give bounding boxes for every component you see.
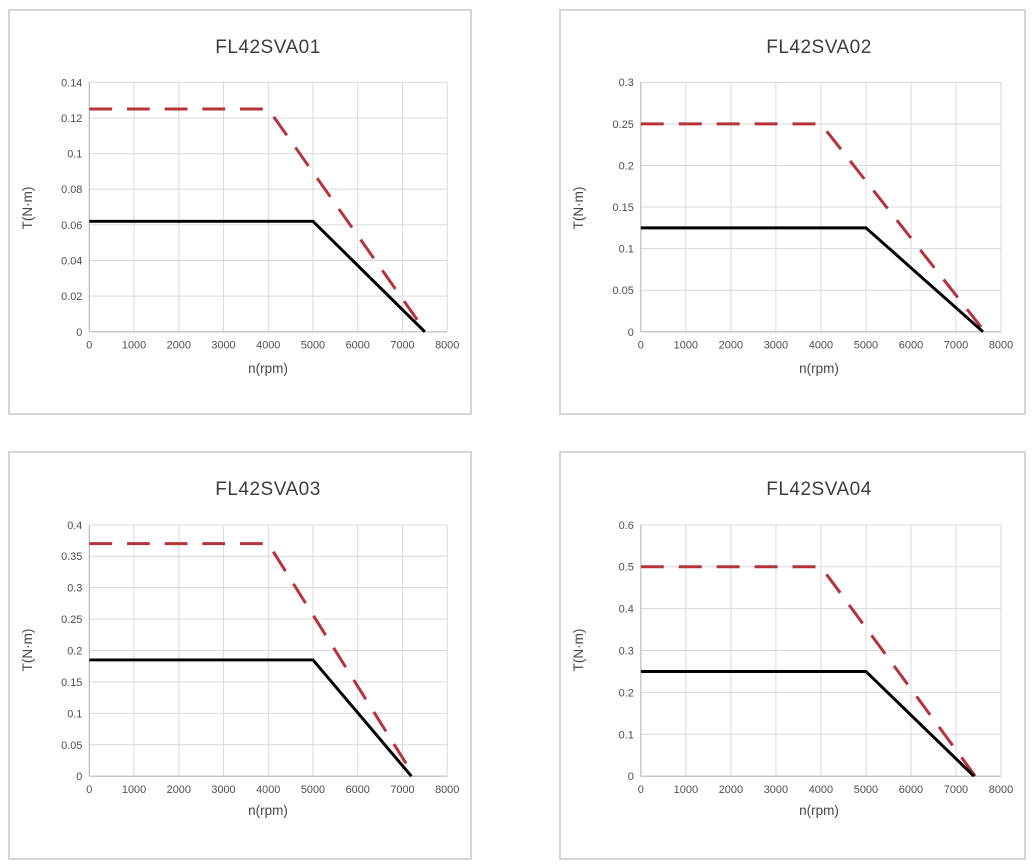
- y-tick-label: 0.05: [612, 285, 633, 297]
- y-tick-label: 0.15: [612, 202, 633, 214]
- x-tick-label: 3000: [211, 784, 235, 796]
- x-tick-label: 3000: [211, 340, 235, 352]
- y-tick-label: 0.12: [61, 113, 82, 125]
- y-tick-label: 0.5: [619, 562, 634, 574]
- x-axis-label: n(rpm): [248, 361, 288, 376]
- x-tick-label: 0: [86, 340, 92, 352]
- x-tick-label: 8000: [989, 784, 1013, 796]
- x-tick-label: 7000: [390, 340, 414, 352]
- y-tick-label: 0.05: [61, 740, 82, 752]
- x-tick-label: 2000: [167, 340, 191, 352]
- x-tick-label: 5000: [854, 784, 878, 796]
- x-tick-label: 3000: [764, 784, 788, 796]
- x-tick-label: 6000: [899, 784, 923, 796]
- y-tick-label: 0.3: [67, 583, 82, 595]
- y-tick-label: 0.2: [619, 687, 634, 699]
- y-tick-label: 0.1: [619, 729, 634, 741]
- chart-title: FL42SVA01: [215, 37, 321, 58]
- x-tick-label: 6000: [346, 784, 370, 796]
- dashed-red-peak-torque-line: [640, 122, 987, 333]
- y-tick-label: 0.14: [61, 77, 82, 89]
- torque-speed-plot: 0 0.02 0.04 0.06 0.08 0.1 0.12 0.14 0 1000 2000 300…: [61, 77, 459, 352]
- x-tick-label: 2000: [719, 340, 743, 352]
- solid-black-rated-torque-line: [640, 226, 985, 333]
- y-tick-label: 0.6: [619, 520, 634, 532]
- y-tick-label: 0.06: [61, 220, 82, 232]
- x-axis-label: n(rpm): [799, 361, 839, 376]
- y-tick-label: 0.2: [67, 645, 82, 657]
- x-tick-label: 4000: [256, 784, 280, 796]
- x-tick-label: 5000: [854, 340, 878, 352]
- x-tick-label: 7000: [944, 340, 968, 352]
- y-tick-label: 0.25: [612, 119, 633, 131]
- torque-speed-plot: 0 0.05 0.1 0.15 0.2 0.25 0.3 0 1000 2000 3000 4000 5…: [612, 77, 1013, 352]
- x-axis-label: n(rpm): [248, 803, 288, 818]
- dashed-red-peak-torque-line: [640, 565, 977, 778]
- torque-speed-plot: 0 0.1 0.2 0.3 0.4 0.5 0.6 0 1000 2000 3000 4000 5000…: [619, 520, 1014, 796]
- y-tick-label: 0.35: [61, 551, 82, 563]
- y-tick-label: 0.1: [67, 708, 82, 720]
- y-tick-label: 0.04: [61, 255, 82, 267]
- x-tick-label: 1000: [674, 340, 698, 352]
- x-tick-label: 8000: [435, 784, 459, 796]
- x-tick-label: 5000: [301, 784, 325, 796]
- x-tick-label: 6000: [899, 340, 923, 352]
- x-tick-label: 2000: [719, 784, 743, 796]
- dashed-red-peak-torque-line: [89, 542, 416, 778]
- x-axis-label: n(rpm): [799, 803, 839, 818]
- x-tick-label: 2000: [167, 784, 191, 796]
- x-tick-label: 4000: [256, 340, 280, 352]
- y-tick-label: 0.3: [619, 646, 634, 658]
- y-tick-label: 0: [628, 327, 634, 339]
- x-tick-label: 0: [638, 784, 644, 796]
- torque-speed-plot: 0 0.05 0.1 0.15 0.2 0.25 0.3 0.35 0.4 0 1000 2000 30…: [61, 520, 459, 796]
- x-tick-label: 5000: [301, 340, 325, 352]
- chart-panel-fl42sva02: FL42SVA02 T(N·m) n(rpm) 0 0.05 0.1 0.15 0.2 0…: [559, 9, 1026, 415]
- x-tick-label: 1000: [674, 784, 698, 796]
- chart-panel-fl42sva04: FL42SVA04 T(N·m) n(rpm) 0 0.1 0.2 0.3 0.4 0.5…: [559, 451, 1026, 860]
- y-axis-label: T(N·m): [571, 628, 586, 672]
- chart-panel-fl42sva01: FL42SVA01 T(N·m) n(rpm) 0 0.02 0.04 0.06 0.0…: [8, 9, 472, 415]
- y-tick-label: 0.08: [61, 184, 82, 196]
- x-tick-label: 7000: [390, 784, 414, 796]
- y-tick-label: 0.4: [67, 520, 82, 532]
- x-tick-label: 8000: [989, 340, 1013, 352]
- y-tick-label: 0.4: [619, 604, 634, 616]
- x-tick-label: 7000: [944, 784, 968, 796]
- solid-black-rated-torque-line: [640, 669, 976, 778]
- chart-title: FL42SVA04: [766, 479, 872, 500]
- x-tick-label: 1000: [122, 340, 146, 352]
- y-axis-label: T(N·m): [20, 628, 35, 672]
- chart-title: FL42SVA03: [215, 479, 321, 500]
- solid-black-rated-torque-line: [89, 658, 413, 778]
- y-axis-label: T(N·m): [571, 186, 586, 230]
- x-tick-label: 8000: [435, 340, 459, 352]
- chart-title: FL42SVA02: [766, 37, 872, 58]
- x-tick-label: 3000: [764, 340, 788, 352]
- y-tick-label: 0: [76, 327, 82, 339]
- chart-panel-fl42sva03: FL42SVA03 T(N·m) n(rpm) 0 0.05 0.1 0.15 0.2 0…: [8, 451, 472, 860]
- y-tick-label: 0: [76, 771, 82, 783]
- x-tick-label: 0: [86, 784, 92, 796]
- x-tick-label: 1000: [122, 784, 146, 796]
- y-tick-label: 0.25: [61, 614, 82, 626]
- y-tick-label: 0.15: [61, 677, 82, 689]
- x-tick-label: 4000: [809, 340, 833, 352]
- x-tick-label: 0: [638, 340, 644, 352]
- y-axis-label: T(N·m): [20, 186, 35, 230]
- y-tick-label: 0.1: [67, 149, 82, 161]
- y-tick-label: 0.02: [61, 291, 82, 303]
- y-tick-label: 0.1: [619, 244, 634, 256]
- solid-black-rated-torque-line: [89, 219, 426, 333]
- y-tick-label: 0.3: [619, 77, 634, 89]
- y-tick-label: 0.2: [619, 160, 634, 172]
- dashed-red-peak-torque-line: [89, 107, 427, 333]
- x-tick-label: 6000: [346, 340, 370, 352]
- y-tick-label: 0: [628, 771, 634, 783]
- x-tick-label: 4000: [809, 784, 833, 796]
